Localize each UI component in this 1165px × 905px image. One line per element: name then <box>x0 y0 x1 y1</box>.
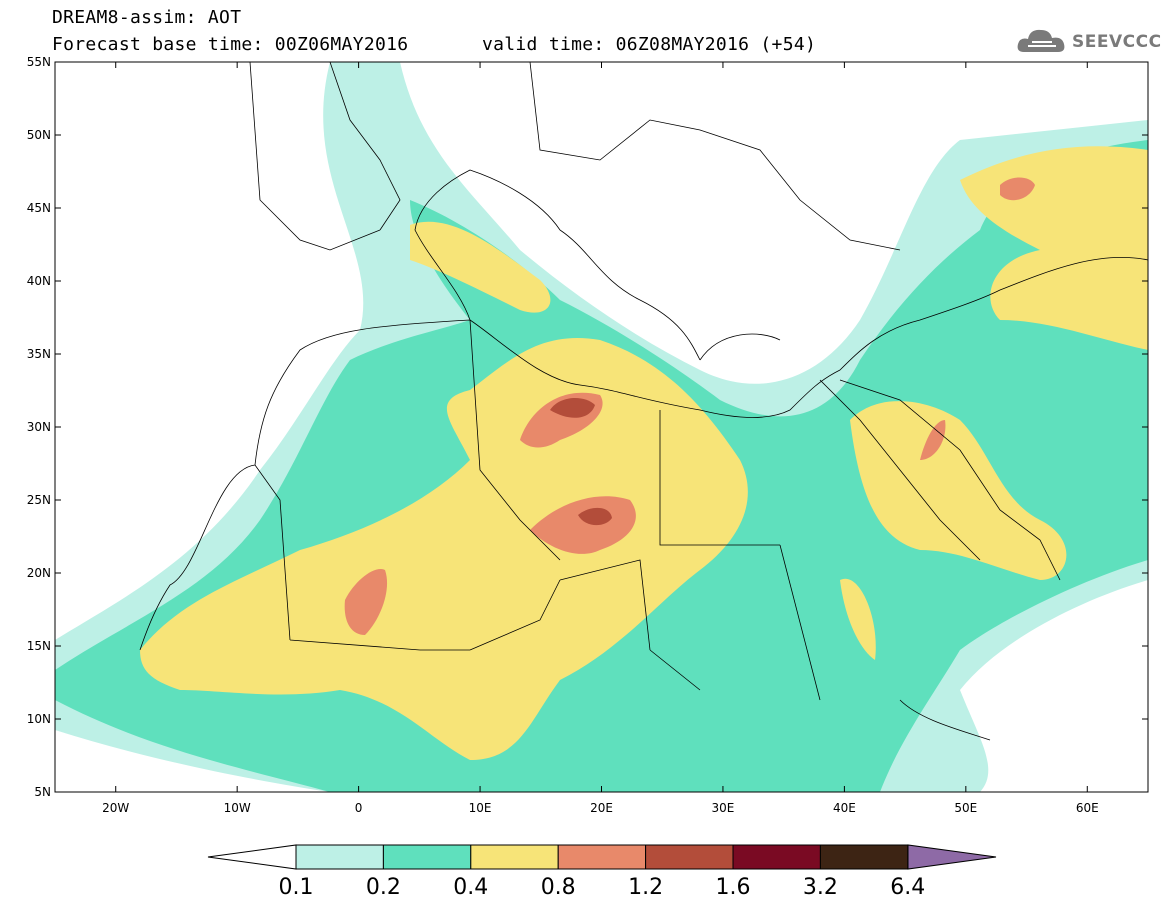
colorbar-high-triangle <box>907 844 997 870</box>
chart-title: DREAM8-assim: AOT <box>52 7 242 28</box>
lon-tick-label: 10W <box>224 801 251 815</box>
lat-tick-label: 20N <box>27 566 51 580</box>
colorbar-swatch <box>295 844 384 870</box>
lat-tick-label: 30N <box>27 420 51 434</box>
lon-tick-label: 40E <box>833 801 856 815</box>
lon-tick-label: 20E <box>590 801 613 815</box>
valid-time: valid time: 06Z08MAY2016 (+54) <box>482 34 817 55</box>
colorbar-swatch <box>732 844 821 870</box>
lon-tick-label: 10E <box>469 801 492 815</box>
colorbar-label: 0.2 <box>366 875 401 900</box>
forecast-base-time: Forecast base time: 00Z06MAY2016 <box>52 34 409 55</box>
lat-tick-label: 50N <box>27 128 51 142</box>
aot-band-0.4-arabia <box>850 401 1067 580</box>
country-borders <box>139 62 1148 741</box>
cloud-icon <box>1017 29 1065 52</box>
aot-band-0.4-italy <box>410 221 551 313</box>
aot-band-0.4-redsea <box>840 578 876 660</box>
lat-tick-label: 10N <box>27 712 51 726</box>
colorbar-label: 6.4 <box>890 875 925 900</box>
seevccc-logo: SEEVCCC <box>1016 22 1161 58</box>
colorbar: 0.1 0.2 0.4 0.8 1.2 1.6 3.2 6.4 <box>207 844 997 900</box>
colorbar-swatch <box>557 844 647 870</box>
aot-band-0.8-caspian <box>1000 177 1035 201</box>
aot-band-0.4 <box>140 338 748 760</box>
colorbar-swatch <box>470 844 559 870</box>
lon-tick-label: 50E <box>954 801 977 815</box>
colorbar-low-triangle <box>207 844 297 870</box>
colorbar-label: 0.8 <box>541 875 576 900</box>
aot-band-1.2-chad <box>578 507 612 526</box>
aot-field <box>55 62 1148 792</box>
lat-tick-label: 45N <box>27 201 51 215</box>
colorbar-label: 1.6 <box>716 875 751 900</box>
lat-tick-label: 5N <box>34 785 51 799</box>
aot-band-0.8-mali <box>344 569 388 635</box>
colorbar-label: 1.2 <box>628 875 663 900</box>
lat-tick-label: 55N <box>27 55 51 69</box>
lon-tick-label: 30E <box>712 801 735 815</box>
latitude-ticks: 55N 50N 45N 40N 35N 30N 25N 20N 15N 10N 5N <box>27 55 1148 799</box>
lat-tick-label: 35N <box>27 347 51 361</box>
colorbar-swatch <box>645 844 734 870</box>
logo-text: SEEVCCC <box>1072 32 1162 52</box>
aot-band-0.8-chad <box>530 496 636 554</box>
colorbar-label: 0.4 <box>453 875 488 900</box>
lon-tick-label: 60E <box>1076 801 1099 815</box>
aot-band-0.8-gulf <box>920 420 946 460</box>
lon-tick-label: 0 <box>355 801 363 815</box>
aot-band-1.2-libya <box>550 398 595 418</box>
colorbar-label: 0.1 <box>279 875 314 900</box>
lat-tick-label: 25N <box>27 493 51 507</box>
lon-tick-label: 20W <box>102 801 129 815</box>
colorbar-swatch <box>819 844 909 870</box>
colorbar-swatch <box>382 844 472 870</box>
lat-tick-label: 40N <box>27 274 51 288</box>
lat-tick-label: 15N <box>27 639 51 653</box>
longitude-ticks: 20W 10W 0 10E 20E 30E 40E 50E 60E <box>102 62 1099 815</box>
colorbar-label: 3.2 <box>803 875 838 900</box>
